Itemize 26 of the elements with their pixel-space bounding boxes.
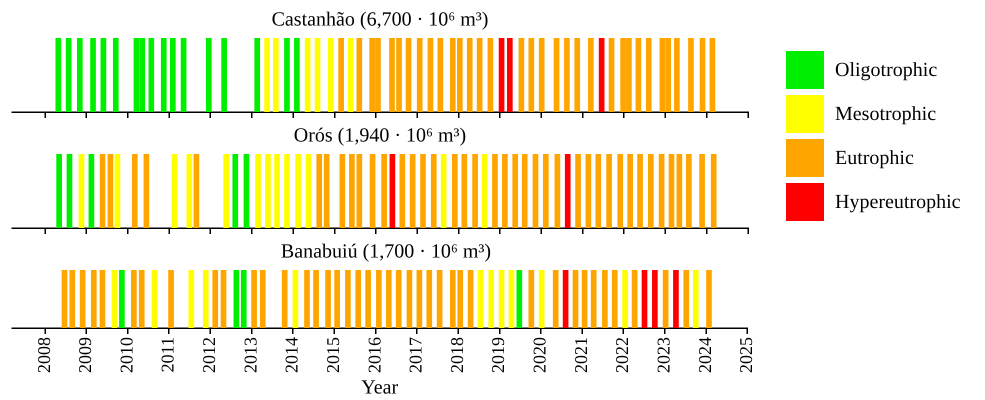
legend-label: Eutrophic [835,146,914,170]
legend-label: Oligotrophic [835,58,938,82]
x-tick-label: 2008 [34,337,54,373]
chart-title: Banabuiú (1,700 · 10⁶ m³) [280,240,492,262]
x-tick-label: 2011 [158,337,178,372]
x-tick-label: 2015 [322,337,343,373]
x-tick-label: 2014 [282,337,302,373]
x-tick-label: 2012 [199,337,220,373]
x-tick-label: 2018 [446,337,467,373]
legend-label: Mesotrophic [835,102,936,126]
x-tick-label: 2025 [736,337,756,373]
x-tick-label: 2017 [406,337,426,373]
x-tick-label: 2023 [654,337,674,373]
x-tick-label: 2016 [364,337,384,373]
x-tick-label: 2021 [570,337,591,373]
x-tick-label: 2022 [612,337,632,373]
x-tick-label: 2024 [694,337,715,373]
x-tick-label: 2009 [75,337,96,373]
chart-title: Castanhão (6,700 · 10⁶ m³) [272,8,488,30]
x-tick-label: 2010 [116,337,136,373]
x-tick-label: 2013 [240,337,260,373]
chart-title: Orós (1,940 · 10⁶ m³) [294,124,466,146]
x-tick-label: 2019 [488,337,508,373]
legend-label: Hypereutrophic [835,190,961,214]
x-tick-label: 2020 [530,337,550,373]
x-axis-title: Year [361,376,398,398]
